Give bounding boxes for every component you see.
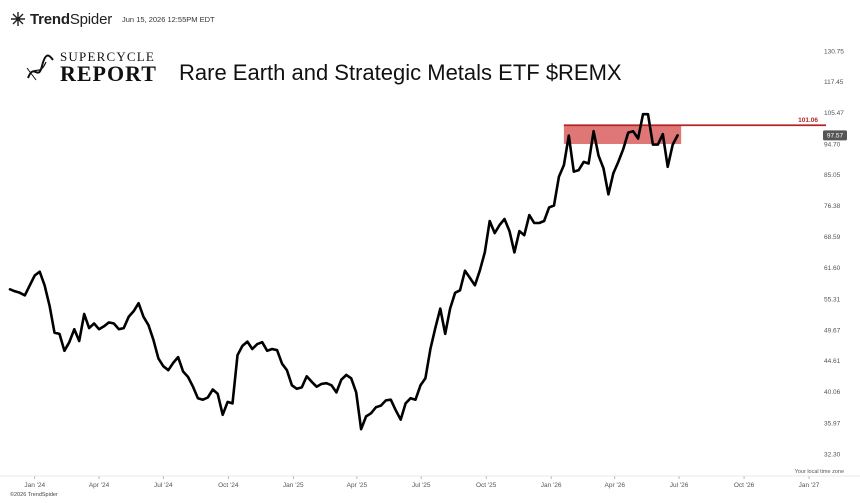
- x-axis: Jan '24 Apr '24 Jul '24 Oct '24 Jan '25 Apr '…: [0, 475, 860, 489]
- series-layer: [8, 112, 679, 431]
- logo-top-text: SUPERCYCLE: [60, 49, 156, 64]
- logo-bottom-text: REPORT: [60, 61, 157, 86]
- y-tick-label: 32.30: [824, 451, 841, 458]
- supercycle-report-logo: SUPERCYCLE REPORT: [24, 50, 157, 85]
- y-tick-label: 35.97: [824, 420, 841, 427]
- y-tick-label: 55.31: [824, 296, 841, 303]
- y-axis: 130.75 117.45 105.47 94.70 85.05 76.38 68.59 61…: [824, 48, 844, 458]
- y-tick-label: 44.61: [824, 358, 841, 365]
- x-tick-label: Jan '27: [799, 482, 820, 489]
- x-tick-label: Jul '25: [412, 482, 431, 489]
- y-tick-label: 76.38: [824, 203, 841, 210]
- chart-title: Rare Earth and Strategic Metals ETF $REM…: [179, 60, 622, 85]
- x-tick-label: Oct '24: [218, 482, 239, 489]
- trendspider-logo-icon: [11, 12, 25, 26]
- x-tick-label: Jan '26: [541, 482, 562, 489]
- resistance-label: 101.06: [798, 117, 818, 124]
- x-tick-label: Oct '26: [734, 482, 755, 489]
- timestamp: Jun 15, 2026 12:55PM EDT: [122, 14, 215, 24]
- price-tags: 97.57: [823, 130, 847, 141]
- y-tick-label: 105.47: [824, 110, 844, 117]
- x-tick-label: Apr '26: [605, 482, 626, 489]
- y-tick-label: 85.05: [824, 172, 841, 179]
- copyright: ©2026 TrendSpider: [10, 492, 58, 498]
- series-line: [8, 112, 679, 431]
- supercycle-logo-icon: [26, 54, 54, 80]
- y-tick-label: 94.70: [824, 141, 841, 148]
- header: TrendSpider Jun 15, 2026 12:55PM EDT: [10, 9, 215, 29]
- brand-name: TrendSpider: [30, 10, 113, 28]
- x-tick-label: Apr '24: [89, 482, 110, 489]
- last-price-label: 97.57: [827, 133, 844, 140]
- x-tick-label: Apr '25: [347, 482, 368, 489]
- x-tick-label: Jul '24: [154, 482, 173, 489]
- x-tick-label: Jan '24: [24, 482, 45, 489]
- x-tick-label: Oct '25: [476, 482, 497, 489]
- x-tick-label: Jan '25: [283, 482, 304, 489]
- last-price-tag: [823, 130, 847, 141]
- y-tick-label: 49.67: [824, 327, 841, 334]
- y-tick-label: 117.45: [824, 79, 844, 86]
- x-tick-label: Jul '26: [670, 482, 689, 489]
- y-tick-label: 61.60: [824, 265, 841, 272]
- y-tick-label: 68.59: [824, 234, 841, 241]
- resistance-overlay: 101.06: [563, 117, 826, 144]
- y-tick-label: 40.06: [824, 389, 841, 396]
- y-tick-label: 130.75: [824, 48, 844, 55]
- timezone-note: Your local time zone: [794, 469, 844, 475]
